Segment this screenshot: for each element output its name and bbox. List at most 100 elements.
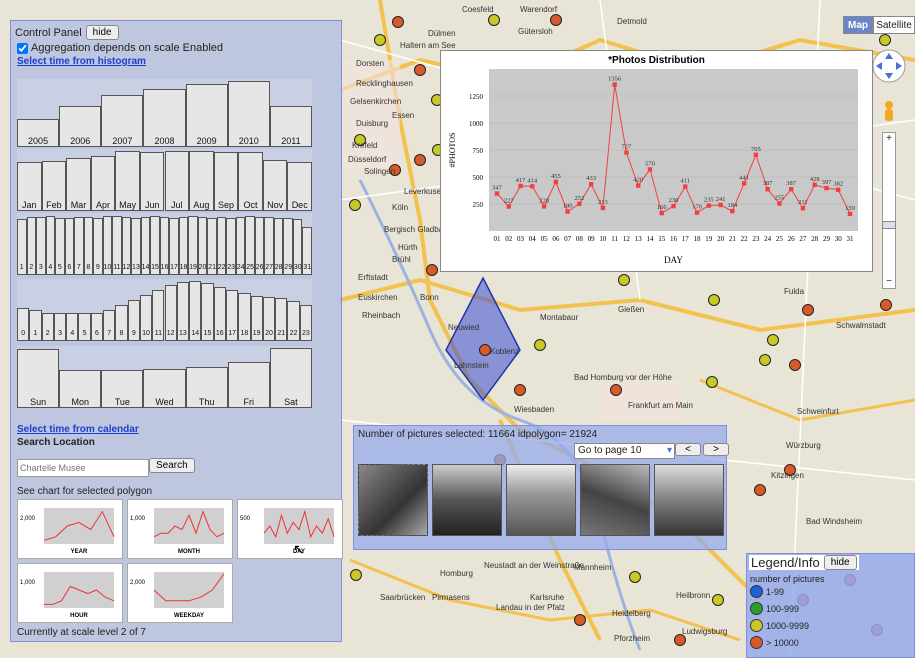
- photo-thumbnail[interactable]: [432, 464, 502, 536]
- map-marker[interactable]: [426, 264, 438, 276]
- month-histogram[interactable]: Jan Feb Mar Apr May Jun Jul Aug Sep Oct Nov Dec: [17, 149, 312, 211]
- map-marker[interactable]: [879, 34, 891, 46]
- hour-bar[interactable]: [53, 313, 67, 341]
- data-point[interactable]: [765, 187, 770, 192]
- map-marker[interactable]: [414, 64, 426, 76]
- hour-bar[interactable]: [287, 301, 300, 341]
- data-point[interactable]: [706, 203, 711, 208]
- data-point[interactable]: [777, 201, 782, 206]
- day-bar[interactable]: [102, 216, 113, 275]
- map-marker[interactable]: [674, 634, 686, 646]
- data-point[interactable]: [588, 182, 594, 187]
- weekday-bar[interactable]: [101, 370, 144, 408]
- hour-bar[interactable]: [115, 305, 128, 341]
- day-bar[interactable]: [302, 227, 312, 275]
- day-bar[interactable]: [17, 219, 27, 275]
- day-bar[interactable]: [235, 217, 246, 275]
- year-bar[interactable]: [101, 95, 144, 147]
- map-type-satellite-button[interactable]: Satellite: [873, 16, 915, 34]
- month-mini-chart[interactable]: 1,000 MONTH: [127, 499, 233, 559]
- month-bar[interactable]: [164, 151, 190, 211]
- data-point[interactable]: [730, 208, 735, 214]
- day-bar[interactable]: [45, 216, 56, 275]
- data-point[interactable]: [683, 184, 688, 189]
- weekday-bar[interactable]: [269, 348, 312, 408]
- hour-mini-chart[interactable]: 1,000 HOUR: [17, 563, 123, 623]
- month-bar[interactable]: [213, 152, 239, 211]
- hour-bar[interactable]: [29, 310, 42, 341]
- map-marker[interactable]: [706, 376, 718, 388]
- weekday-bar[interactable]: [227, 362, 270, 408]
- data-point[interactable]: [800, 206, 806, 211]
- data-point[interactable]: [647, 167, 653, 172]
- map-marker[interactable]: [414, 154, 426, 166]
- data-point[interactable]: [600, 205, 606, 211]
- hour-bar[interactable]: [238, 293, 251, 341]
- month-bar[interactable]: [189, 151, 214, 211]
- day-bar[interactable]: [216, 217, 227, 275]
- day-bar[interactable]: [283, 218, 293, 275]
- data-point[interactable]: [612, 82, 617, 87]
- map-marker[interactable]: [574, 614, 586, 626]
- year-bar[interactable]: [227, 81, 270, 147]
- month-bar[interactable]: [66, 158, 91, 211]
- hour-bar[interactable]: [78, 313, 91, 341]
- hour-bar[interactable]: [103, 310, 116, 341]
- hour-bar[interactable]: [213, 287, 226, 341]
- data-point[interactable]: [659, 210, 664, 216]
- weekday-bar[interactable]: [185, 367, 228, 408]
- day-histogram[interactable]: 1 2 3 4 5 6 7 8 9 10 11 12 13 14 15 16 17 18 19 20 21 22 23 24 2…: [17, 213, 312, 275]
- day-bar[interactable]: [226, 218, 236, 275]
- day-bar[interactable]: [150, 216, 160, 275]
- control-panel-hide-button[interactable]: hide: [85, 25, 119, 40]
- month-bar[interactable]: [41, 161, 67, 211]
- map-marker[interactable]: [392, 16, 404, 28]
- data-point[interactable]: [541, 204, 547, 209]
- hour-bar[interactable]: [262, 297, 276, 341]
- page-select[interactable]: Go to page 10 ▾: [574, 443, 675, 459]
- data-point[interactable]: [506, 204, 511, 209]
- hour-bar[interactable]: [90, 313, 104, 341]
- map-marker[interactable]: [767, 334, 779, 346]
- month-bar[interactable]: [17, 162, 42, 211]
- day-bar[interactable]: [74, 217, 84, 275]
- data-point[interactable]: [741, 181, 747, 186]
- photo-thumbnail[interactable]: [580, 464, 650, 536]
- map-marker[interactable]: [488, 14, 500, 26]
- map-marker[interactable]: [389, 164, 401, 176]
- data-point[interactable]: [753, 152, 759, 158]
- day-bar[interactable]: [197, 217, 208, 275]
- calendar-link[interactable]: Select time from calendar: [17, 424, 139, 435]
- search-input[interactable]: [17, 459, 149, 477]
- hour-bar[interactable]: [139, 295, 153, 341]
- day-bar[interactable]: [207, 218, 217, 275]
- hour-bar[interactable]: [66, 313, 79, 341]
- day-bar[interactable]: [140, 217, 151, 275]
- histogram-link[interactable]: Select time from histogram: [17, 56, 146, 67]
- aggregation-checkbox-row[interactable]: Aggregation depends on scale Enabled: [17, 42, 223, 54]
- year-bar[interactable]: [269, 106, 312, 147]
- map-marker[interactable]: [534, 339, 546, 351]
- data-point[interactable]: [577, 201, 582, 206]
- data-point[interactable]: [518, 183, 523, 189]
- map-marker[interactable]: [754, 484, 766, 496]
- data-point[interactable]: [836, 187, 841, 192]
- aggregation-checkbox[interactable]: [17, 42, 28, 54]
- day-bar[interactable]: [188, 216, 198, 275]
- photo-thumbnail[interactable]: [506, 464, 576, 536]
- map-marker[interactable]: [618, 274, 630, 286]
- map-marker[interactable]: [708, 294, 720, 306]
- map-marker[interactable]: [629, 571, 641, 583]
- zoom-slider[interactable]: + −: [882, 132, 896, 289]
- prev-page-button[interactable]: <: [675, 443, 701, 456]
- data-point[interactable]: [671, 203, 676, 209]
- day-bar[interactable]: [26, 217, 37, 275]
- hour-bar[interactable]: [299, 305, 312, 341]
- day-bar[interactable]: [121, 217, 132, 275]
- year-bar[interactable]: [59, 106, 102, 147]
- data-point[interactable]: [636, 183, 641, 188]
- hour-bar[interactable]: [176, 282, 190, 341]
- data-point[interactable]: [694, 210, 700, 215]
- map-marker[interactable]: [354, 134, 366, 146]
- data-point[interactable]: [812, 182, 817, 187]
